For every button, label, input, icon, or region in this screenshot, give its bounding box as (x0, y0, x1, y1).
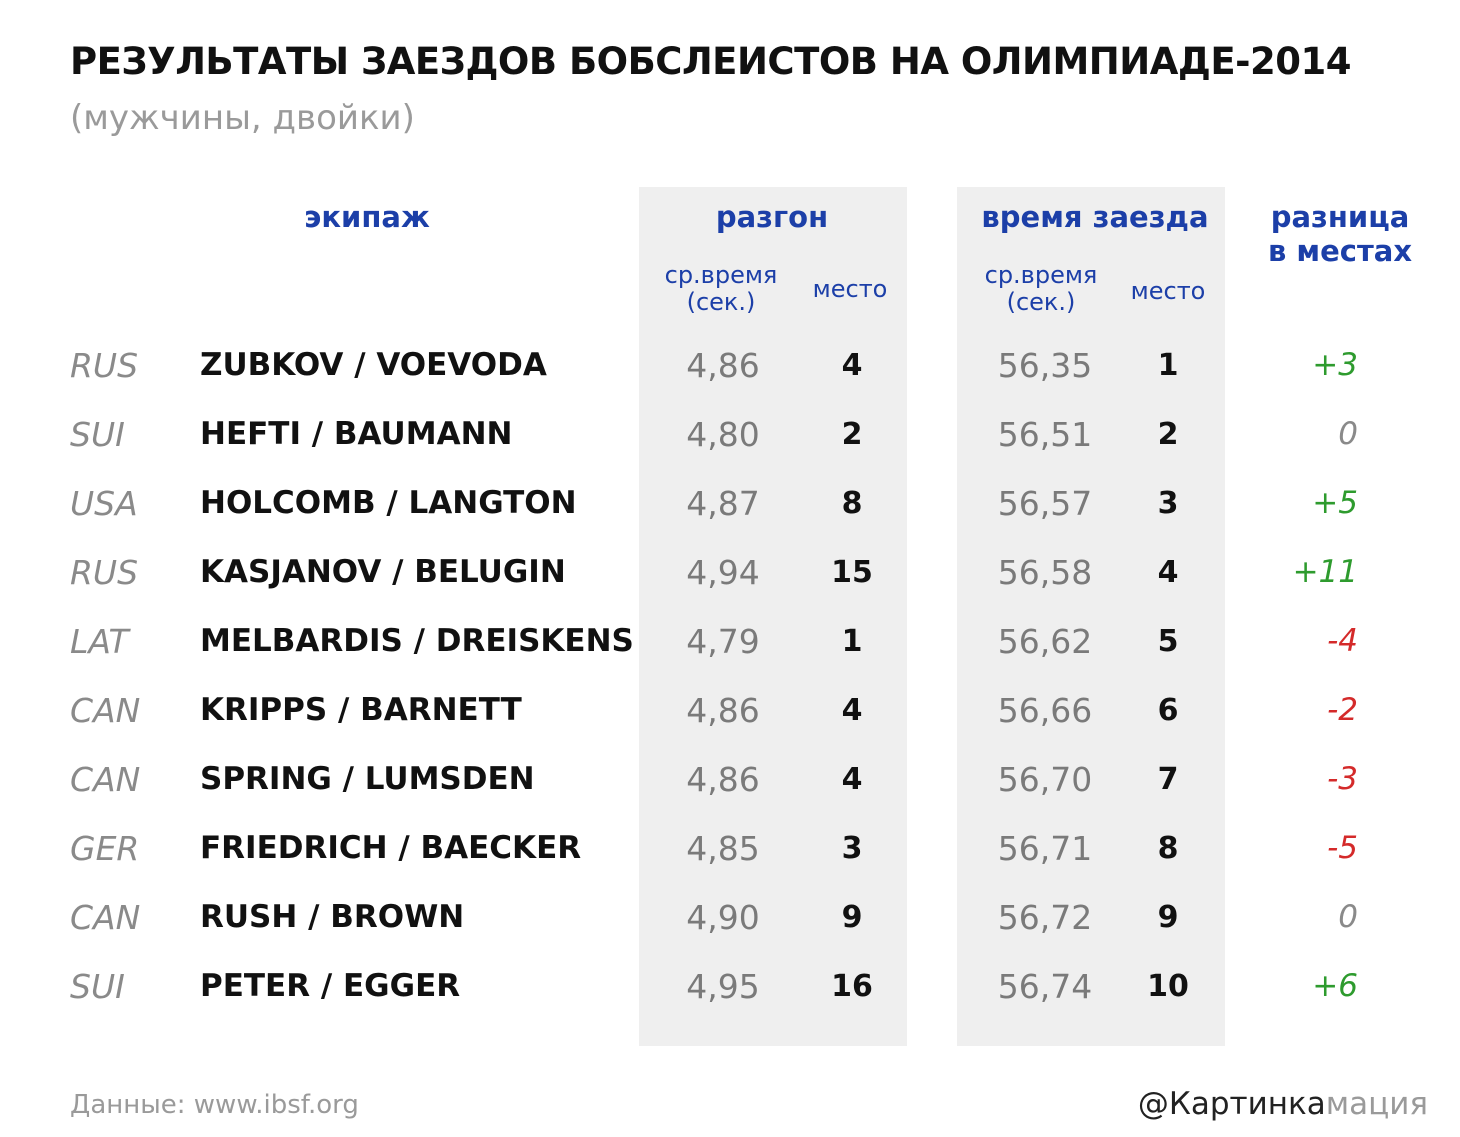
run-place: 2 (1157, 417, 1179, 452)
place-difference: +3 (1312, 347, 1358, 383)
table-row: SUI PETER / EGGER 4,95 16 56,74 10 +6 (0, 952, 1460, 1021)
crew-name: ZUBKOV / VOEVODA (200, 347, 547, 383)
table-row: SUI HEFTI / BAUMANN 4,80 2 56,51 2 0 (0, 400, 1460, 469)
place-difference: +11 (1292, 554, 1358, 590)
place-difference: -5 (1327, 830, 1358, 866)
table-row: CAN KRIPPS / BARNETT 4,86 4 56,66 6 -2 (0, 676, 1460, 745)
start-place: 9 (841, 900, 863, 935)
run-avg-time-header-line2: (сек.) (1006, 288, 1076, 316)
run-place: 3 (1157, 486, 1179, 521)
start-place: 8 (841, 486, 863, 521)
place-difference: +6 (1312, 968, 1358, 1004)
country-code: RUS (70, 346, 139, 385)
start-time: 4,86 (686, 346, 760, 385)
run-time: 56,58 (997, 553, 1093, 592)
run-time: 56,66 (997, 691, 1093, 730)
country-code: CAN (70, 691, 141, 730)
run-column-band (957, 187, 1225, 1046)
start-place: 15 (831, 555, 873, 590)
start-time: 4,79 (686, 622, 760, 661)
run-time: 56,74 (997, 967, 1093, 1006)
country-code: CAN (70, 760, 141, 799)
table-row: CAN RUSH / BROWN 4,90 9 56,72 9 0 (0, 883, 1460, 952)
start-column-band (639, 187, 907, 1046)
run-place: 7 (1157, 762, 1179, 797)
table-row: USA HOLCOMB / LANGTON 4,87 8 56,57 3 +5 (0, 469, 1460, 538)
start-place: 4 (841, 762, 863, 797)
run-time: 56,72 (997, 898, 1093, 937)
start-column-header: разгон (715, 200, 829, 234)
country-code: GER (70, 829, 140, 868)
chart-title: РЕЗУЛЬТАТЫ ЗАЕЗДОВ БОБСЛЕИСТОВ НА ОЛИМПИ… (70, 40, 1351, 83)
start-time: 4,95 (686, 967, 760, 1006)
place-difference: -3 (1327, 761, 1358, 797)
crew-name: HEFTI / BAUMANN (200, 416, 513, 452)
start-place: 2 (841, 417, 863, 452)
brand-main: @Картинка (1137, 1086, 1326, 1122)
country-code: USA (70, 484, 138, 523)
brand-accent: мация (1325, 1086, 1428, 1122)
place-difference: 0 (1338, 416, 1358, 452)
place-difference: -2 (1327, 692, 1358, 728)
diff-column-header-line1: разница (1270, 200, 1410, 234)
start-time: 4,87 (686, 484, 760, 523)
start-time: 4,90 (686, 898, 760, 937)
start-time: 4,86 (686, 691, 760, 730)
place-difference: -4 (1327, 623, 1358, 659)
chart-subtitle: (мужчины, двойки) (70, 98, 415, 138)
run-column-header: время заезда (981, 200, 1209, 234)
run-place: 1 (1157, 348, 1179, 383)
run-time: 56,71 (997, 829, 1093, 868)
run-time: 56,70 (997, 760, 1093, 799)
start-place: 4 (841, 348, 863, 383)
place-difference: +5 (1312, 485, 1358, 521)
country-code: SUI (70, 415, 125, 454)
run-place-header: место (1130, 277, 1206, 305)
run-time: 56,35 (997, 346, 1093, 385)
run-place: 6 (1157, 693, 1179, 728)
start-avg-time-header-line1: ср.время (664, 261, 778, 289)
start-time: 4,85 (686, 829, 760, 868)
run-place: 9 (1157, 900, 1179, 935)
start-time: 4,86 (686, 760, 760, 799)
crew-name: SPRING / LUMSDEN (200, 761, 535, 797)
start-place: 1 (841, 624, 863, 659)
start-place: 4 (841, 693, 863, 728)
run-place: 8 (1157, 831, 1179, 866)
start-time: 4,80 (686, 415, 760, 454)
crew-name: KASJANOV / BELUGIN (200, 554, 566, 590)
run-place: 5 (1157, 624, 1179, 659)
start-place: 16 (831, 969, 873, 1004)
country-code: RUS (70, 553, 139, 592)
crew-name: PETER / EGGER (200, 968, 461, 1004)
table-row: CAN SPRING / LUMSDEN 4,86 4 56,70 7 -3 (0, 745, 1460, 814)
diff-column-header-line2: в местах (1267, 234, 1413, 268)
run-avg-time-header-line1: ср.время (984, 261, 1098, 289)
run-time: 56,62 (997, 622, 1093, 661)
crew-name: MELBARDIS / DREISKENS (200, 623, 634, 659)
crew-name: FRIEDRICH / BAECKER (200, 830, 582, 866)
run-time: 56,57 (997, 484, 1093, 523)
data-source: Данные: www.ibsf.org (70, 1090, 359, 1120)
crew-name: HOLCOMB / LANGTON (200, 485, 577, 521)
run-place: 4 (1157, 555, 1179, 590)
brand-signature: @Картинкамация (1138, 1086, 1428, 1122)
run-time: 56,51 (997, 415, 1093, 454)
start-avg-time-header-line2: (сек.) (686, 288, 756, 316)
country-code: CAN (70, 898, 141, 937)
run-place: 10 (1147, 969, 1189, 1004)
start-time: 4,94 (686, 553, 760, 592)
crew-name: RUSH / BROWN (200, 899, 465, 935)
country-code: LAT (70, 622, 129, 661)
table-row: GER FRIEDRICH / BAECKER 4,85 3 56,71 8 -5 (0, 814, 1460, 883)
crew-name: KRIPPS / BARNETT (200, 692, 522, 728)
country-code: SUI (70, 967, 125, 1006)
place-difference: 0 (1338, 899, 1358, 935)
table-row: LAT MELBARDIS / DREISKENS 4,79 1 56,62 5 -4 (0, 607, 1460, 676)
table-row: RUS KASJANOV / BELUGIN 4,94 15 56,58 4 +11 (0, 538, 1460, 607)
start-place: 3 (841, 831, 863, 866)
crew-column-header: экипаж (304, 200, 430, 234)
table-row: RUS ZUBKOV / VOEVODA 4,86 4 56,35 1 +3 (0, 331, 1460, 400)
start-place-header: место (812, 275, 888, 303)
